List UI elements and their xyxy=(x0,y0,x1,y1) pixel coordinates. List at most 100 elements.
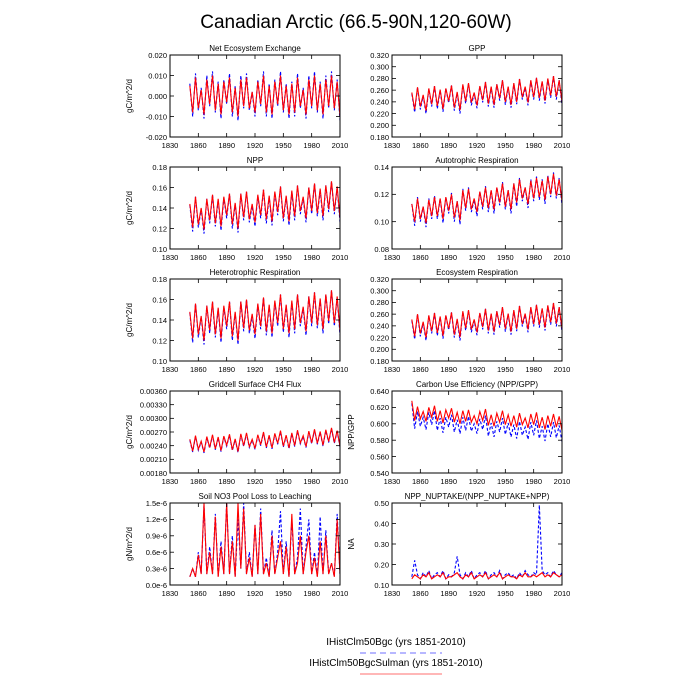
x-tick-label: 1980 xyxy=(525,477,542,486)
y-axis-label: gC/m^2/d xyxy=(125,303,134,337)
y-tick-label: 0.560 xyxy=(370,452,389,461)
y-tick-label: 0.10 xyxy=(152,245,167,254)
y-tick-label: 0.010 xyxy=(148,71,167,80)
y-tick-label: 0.260 xyxy=(370,310,389,319)
x-tick-label: 1920 xyxy=(469,477,486,486)
x-tick-label: 1860 xyxy=(412,589,429,598)
x-tick-label: 1890 xyxy=(218,253,235,262)
x-tick-label: 1830 xyxy=(162,365,179,374)
series-line xyxy=(189,290,340,341)
panel-title: Net Ecosystem Exchange xyxy=(209,44,301,53)
x-tick-label: 1830 xyxy=(162,477,179,486)
x-tick-label: 1830 xyxy=(384,365,401,374)
y-tick-label: 0.10 xyxy=(374,217,389,226)
x-tick-label: 1860 xyxy=(190,477,207,486)
y-tick-label: 0.12 xyxy=(152,336,167,345)
series-line xyxy=(189,75,340,117)
plot-lines xyxy=(411,302,562,341)
y-tick-label: 0.240 xyxy=(370,98,389,107)
series-line xyxy=(411,76,562,111)
y-tick-label: 0.600 xyxy=(370,420,389,429)
panel-title: NPP_NUPTAKE/(NPP_NUPTAKE+NPP) xyxy=(405,492,550,501)
y-tick-label: 0.12 xyxy=(152,224,167,233)
x-tick-label: 1860 xyxy=(190,253,207,262)
y-tick-label: 0.3e-6 xyxy=(146,564,167,573)
x-tick-label: 1890 xyxy=(218,365,235,374)
x-tick-label: 1890 xyxy=(440,589,457,598)
y-tick-label: 0.220 xyxy=(370,333,389,342)
y-tick-label: 0.200 xyxy=(370,345,389,354)
x-tick-label: 1920 xyxy=(247,141,264,150)
x-tick-label: 1860 xyxy=(190,365,207,374)
y-tick-label: 0.300 xyxy=(370,287,389,296)
panel-title: Carbon Use Efficiency (NPP/GPP) xyxy=(416,380,538,389)
x-tick-label: 2010 xyxy=(554,253,571,262)
plot-lines xyxy=(411,400,562,442)
x-tick-label: 1950 xyxy=(497,589,514,598)
figure-title: Canadian Arctic (66.5-90N,120-60W) xyxy=(200,12,512,33)
x-tick-label: 1980 xyxy=(303,365,320,374)
y-tick-label: 0.300 xyxy=(370,63,389,72)
x-tick-label: 1980 xyxy=(303,141,320,150)
x-tick-label: 2010 xyxy=(332,589,349,598)
x-tick-label: 1920 xyxy=(247,477,264,486)
y-tick-label: 0.10 xyxy=(374,581,389,590)
x-tick-label: 1890 xyxy=(218,141,235,150)
y-tick-label: 0.0e-6 xyxy=(146,581,167,590)
plot-lines xyxy=(189,181,340,234)
y-tick-label: 0.640 xyxy=(370,387,389,396)
x-tick-label: 2010 xyxy=(554,477,571,486)
plot-lines xyxy=(189,71,340,121)
y-tick-label: 0.220 xyxy=(370,109,389,118)
y-tick-label: 0.18 xyxy=(152,163,167,172)
y-tick-label: 0.18 xyxy=(152,275,167,284)
x-tick-label: 1890 xyxy=(440,477,457,486)
plot-lines xyxy=(411,505,562,581)
y-tick-label: 0.200 xyxy=(370,121,389,130)
y-tick-label: 0.12 xyxy=(374,190,389,199)
y-tick-label: 0.540 xyxy=(370,469,389,478)
y-tick-label: 0.620 xyxy=(370,403,389,412)
x-tick-label: 1890 xyxy=(440,141,457,150)
y-axis-label: gC/m^2/d xyxy=(125,415,134,449)
y-tick-label: 0.00360 xyxy=(140,387,167,396)
plot-lines xyxy=(189,427,340,454)
y-tick-label: 0.14 xyxy=(152,204,167,213)
x-tick-label: 1860 xyxy=(190,589,207,598)
y-tick-label: 0.260 xyxy=(370,86,389,95)
x-tick-label: 1860 xyxy=(412,141,429,150)
x-tick-label: 1980 xyxy=(303,477,320,486)
y-tick-label: 0.50 xyxy=(374,499,389,508)
x-tick-label: 1920 xyxy=(469,141,486,150)
series-line xyxy=(411,302,562,338)
x-tick-label: 1830 xyxy=(162,253,179,262)
y-tick-label: 0.9e-6 xyxy=(146,532,167,541)
panel-title: Autotrophic Respiration xyxy=(435,156,518,165)
x-tick-label: 1950 xyxy=(275,253,292,262)
panel-title: NPP xyxy=(247,156,263,165)
plot-lines xyxy=(411,172,562,228)
panel-title: GPP xyxy=(469,44,486,53)
y-tick-label: 0.30 xyxy=(374,540,389,549)
y-tick-label: 0.00210 xyxy=(140,455,167,464)
y-tick-label: 0.20 xyxy=(374,560,389,569)
y-tick-label: 0.180 xyxy=(370,133,389,142)
y-tick-label: 0.08 xyxy=(374,245,389,254)
y-axis-label: gC/m^2/d xyxy=(125,191,134,225)
y-tick-label: 0.10 xyxy=(152,357,167,366)
y-tick-label: 0.320 xyxy=(370,275,389,284)
x-tick-label: 1950 xyxy=(497,141,514,150)
y-tick-label: 0.00300 xyxy=(140,414,167,423)
y-axis-label: gC/m^2/d xyxy=(125,79,134,113)
y-tick-label: 0.00330 xyxy=(140,400,167,409)
x-tick-label: 1950 xyxy=(275,141,292,150)
legend-label: IHistClm50Bgc (yrs 1851-2010) xyxy=(326,637,466,648)
y-tick-label: 1.2e-6 xyxy=(146,515,167,524)
x-tick-label: 1890 xyxy=(218,589,235,598)
x-tick-label: 1980 xyxy=(303,253,320,262)
series-line xyxy=(411,173,562,224)
y-tick-label: -0.020 xyxy=(146,133,167,142)
x-tick-label: 1950 xyxy=(275,477,292,486)
